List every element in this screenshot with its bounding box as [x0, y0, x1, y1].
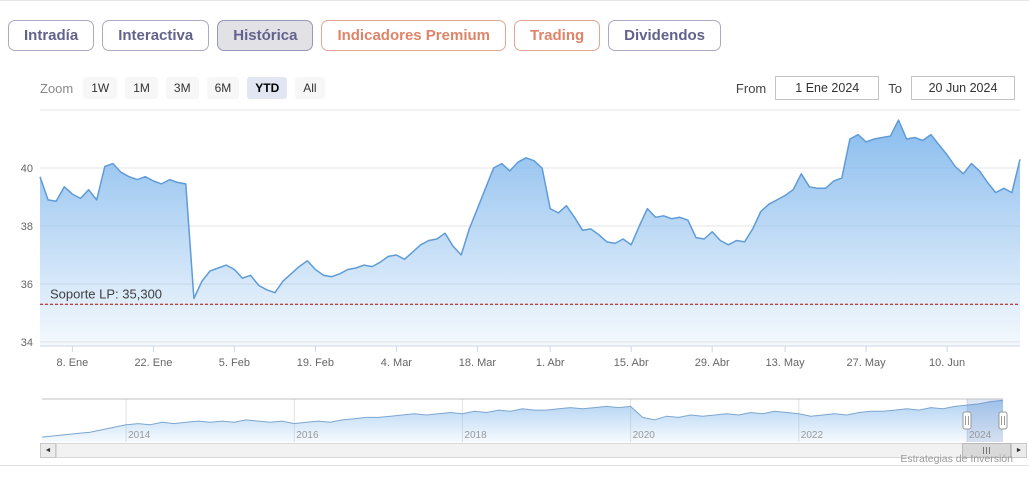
x-axis-label: 19. Feb	[297, 357, 334, 369]
to-date-input[interactable]	[911, 76, 1015, 100]
tab-interactiva[interactable]: Interactiva	[102, 20, 210, 51]
scrollbar-track[interactable]	[56, 443, 1011, 458]
zoom-label: Zoom	[40, 80, 74, 96]
navigator-year-label: 2024	[969, 430, 992, 441]
navigator-year-label: 2016	[296, 430, 319, 441]
to-label: To	[888, 80, 902, 96]
tab-trading[interactable]: Trading	[514, 20, 601, 51]
y-axis-label: 34	[21, 337, 33, 349]
x-axis-label: 27. May	[847, 357, 887, 369]
bottom-divider	[0, 465, 1029, 466]
zoom-all-button[interactable]: All	[295, 77, 325, 99]
tabs-row: Intradía Interactiva Histórica Indicador…	[8, 20, 722, 51]
x-axis-label: 18. Mar	[459, 357, 497, 369]
scrollbar-thumb[interactable]	[962, 443, 1011, 458]
x-axis-label: 10. Jun	[929, 357, 965, 369]
tab-historica[interactable]: Histórica	[217, 20, 314, 51]
y-axis-label: 36	[21, 279, 33, 291]
price-line	[39, 119, 1021, 300]
navigator-selected-range[interactable]	[967, 399, 1003, 442]
scrollbar-left-arrow-icon[interactable]: ◄	[40, 443, 56, 458]
zoom-controls: Zoom 1W 1M 3M 6M YTD All	[40, 77, 325, 99]
scrollbar-grip-icon	[983, 447, 984, 454]
navigator-year-label: 2018	[464, 430, 487, 441]
x-axis-label: 15. Abr	[614, 357, 649, 369]
navigator-year-label: 2014	[128, 430, 151, 441]
scrollbar-right-arrow-icon[interactable]: ►	[1011, 443, 1027, 458]
from-date-input[interactable]	[775, 76, 880, 100]
navigator-scrollbar: ◄ ►	[40, 443, 1027, 458]
navigator-handle-right[interactable]	[998, 411, 1008, 430]
zoom-ytd-button[interactable]: YTD	[247, 77, 288, 99]
zoom-1m-button[interactable]: 1M	[125, 77, 158, 99]
x-axis-label: 5. Feb	[219, 357, 250, 369]
zoom-1w-button[interactable]: 1W	[83, 77, 118, 99]
x-axis-label: 1. Abr	[536, 357, 565, 369]
x-axis-label: 4. Mar	[381, 357, 413, 369]
support-label: Soporte LP: 35,300	[50, 286, 162, 301]
y-axis-label: 38	[21, 221, 33, 233]
navigator-line	[41, 399, 1004, 438]
x-axis-label: 22. Ene	[134, 357, 172, 369]
x-axis-label: 8. Ene	[56, 357, 88, 369]
x-axis-label: 29. Abr	[695, 357, 730, 369]
zoom-3m-button[interactable]: 3M	[165, 77, 199, 99]
tab-indicadores-premium[interactable]: Indicadores Premium	[321, 20, 506, 51]
navigator-year-label: 2020	[633, 430, 656, 441]
tab-dividendos[interactable]: Dividendos	[608, 20, 722, 51]
tab-intradia[interactable]: Intradía	[8, 20, 95, 51]
x-axis-label: 13. May	[766, 357, 806, 369]
zoom-6m-button[interactable]: 6M	[206, 77, 240, 99]
navigator-area[interactable]	[42, 400, 1003, 442]
navigator-year-label: 2022	[801, 430, 824, 441]
from-label: From	[735, 80, 767, 96]
price-area[interactable]	[40, 120, 1020, 346]
credits: Estrategias de Inversión	[900, 453, 1013, 465]
date-range-controls: From To	[736, 76, 1015, 100]
y-axis-label: 40	[21, 163, 33, 175]
navigator-handle-left[interactable]	[962, 411, 972, 430]
